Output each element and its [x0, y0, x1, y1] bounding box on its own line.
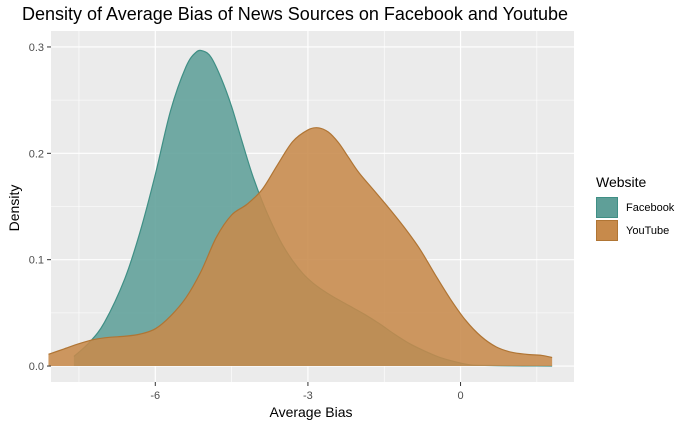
legend-label-facebook: Facebook [626, 201, 675, 214]
series-layer [48, 49, 553, 367]
y-axis: 0.0 0.1 0.2 0.3 [29, 42, 51, 373]
legend-item-youtube: YouTube [596, 219, 674, 242]
legend-key-youtube [596, 220, 618, 241]
y-axis-title: Density [6, 184, 22, 232]
x-tick-label: -3 [303, 390, 313, 402]
y-tick-label: 0.3 [29, 42, 44, 54]
density-area-youtube [48, 127, 553, 367]
x-tick-label: 0 [457, 390, 463, 402]
x-axis: -6 -3 0 [150, 382, 464, 402]
x-axis-title: Average Bias [269, 404, 353, 420]
y-tick-label: 0.0 [29, 361, 44, 373]
legend-item-facebook: Facebook [596, 196, 674, 219]
y-tick-label: 0.2 [29, 148, 44, 160]
x-tick-label: -6 [150, 390, 160, 402]
chart-title: Density of Average Bias of News Sources … [22, 4, 569, 24]
legend: Website Facebook YouTube [596, 174, 674, 242]
legend-label-youtube: YouTube [626, 224, 670, 237]
density-line-youtube [48, 127, 553, 359]
legend-key-facebook [596, 197, 618, 218]
y-tick-label: 0.1 [29, 255, 44, 267]
legend-title: Website [596, 174, 647, 190]
